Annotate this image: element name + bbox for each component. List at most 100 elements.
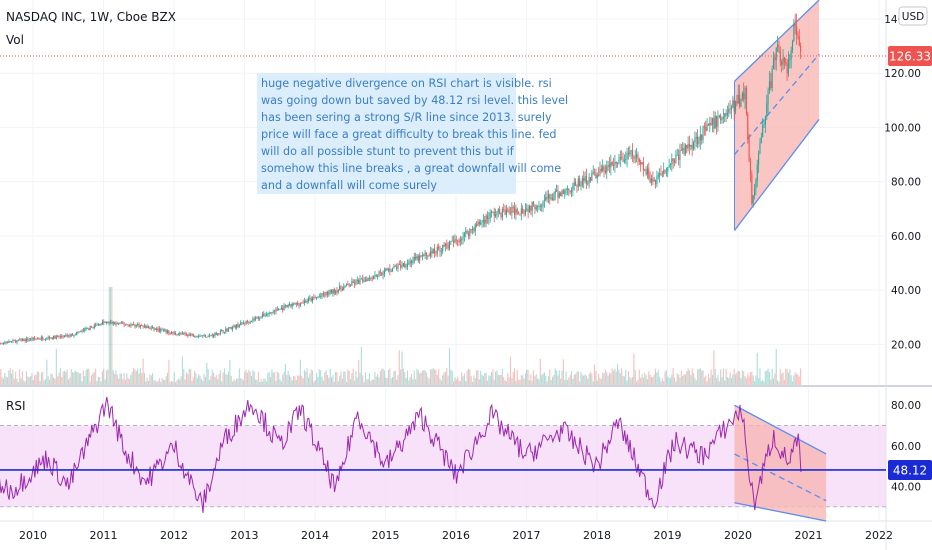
currency-button-frame[interactable] [898,6,928,26]
price-candles [0,13,802,345]
volume-bar [156,381,158,385]
candle-body [568,188,570,191]
candle-body [553,193,555,201]
volume-bar [611,368,613,385]
candle-body [219,330,221,334]
candle-body [793,24,795,42]
volume-bar [62,371,64,385]
candle-body [495,214,497,217]
annotation-note[interactable]: huge negative divergence on RSI chart is… [257,73,568,194]
volume-bar [1,376,3,385]
candle-body [234,325,236,328]
volume-bar [184,379,186,385]
volume-bar [381,369,383,385]
candle-body [683,148,685,155]
volume-bar [287,370,289,385]
volume-bar [556,370,558,385]
candle-body [0,343,2,344]
volume-bar [57,376,59,385]
candle-body [402,263,404,266]
candle-body [392,268,394,272]
candle-body [655,180,657,185]
candle-body [245,320,247,324]
volume-bar [720,369,722,385]
volume-bar [307,377,310,385]
volume-bar [313,381,315,385]
currency-button[interactable]: USD [898,6,928,26]
volume-bar [149,374,151,385]
volume-bar [702,370,704,385]
candle-body [415,256,417,259]
volume-bar [19,369,21,385]
volume-bar [511,378,513,385]
volume-bar [709,377,711,385]
volume-bar [527,369,529,385]
candle-body [733,100,735,112]
candle-body [130,324,132,327]
volume-bar [410,373,413,385]
volume-bar [120,373,122,385]
volume-bars [0,287,802,385]
candle-body [352,281,354,283]
candle-body [284,305,286,306]
annotation-box[interactable] [257,73,516,194]
volume-label[interactable]: Vol [6,33,24,47]
volume-bar [467,368,470,385]
candle-body [196,336,198,338]
candle-body [726,112,728,116]
volume-bar [351,373,353,385]
candle-body [680,150,682,151]
candle-body [762,125,764,138]
annotation-line-3: has been sering a strong S/R line since … [261,111,552,124]
volume-bar [774,373,776,385]
candle-body [737,94,739,104]
volume-bar [697,369,699,385]
candle-body [345,283,348,286]
candle-body [690,144,692,147]
volume-bar [625,369,627,385]
candle-body [48,337,51,339]
volume-bar [301,375,303,385]
volume-bar [322,380,324,385]
candle-body [199,335,201,337]
currency-button-label[interactable]: USD [902,11,924,23]
candle-body [271,312,273,313]
volume-bar [581,374,583,385]
volume-bar [577,371,579,385]
volume-bar [232,381,234,385]
volume-bar [546,381,548,385]
candle-body [745,87,747,114]
candle-body [173,332,175,334]
volume-bar [432,368,434,385]
volume-bar [252,370,254,385]
volume-bar [215,374,217,385]
candle-body [40,337,42,340]
volume-bar [753,381,756,385]
volume-bar [549,369,551,385]
volume-bar [363,381,365,385]
volume-bar [482,375,484,385]
volume-bar [499,375,501,385]
volume-bar [695,380,697,385]
rsi-label[interactable]: RSI [6,399,26,413]
volume-bar [333,381,335,385]
candle-body [192,334,194,337]
candle-body [184,332,186,335]
candle-body [791,41,794,51]
candle-body [195,336,197,338]
candle-body [766,103,768,117]
candle-body [722,116,724,119]
volume-bar [375,376,377,385]
symbol-title[interactable]: NASDAQ INC, 1W, Cboe BZX [6,10,176,24]
volume-bar [55,348,57,385]
volume-bar [67,379,70,385]
candle-body [274,311,276,313]
candle-body [215,332,217,336]
volume-bar [80,373,82,385]
volume-bar [634,370,636,385]
volume-bar [386,377,388,385]
volume-bar [72,372,74,385]
volume-bar [763,381,765,385]
candle-body [249,321,251,323]
